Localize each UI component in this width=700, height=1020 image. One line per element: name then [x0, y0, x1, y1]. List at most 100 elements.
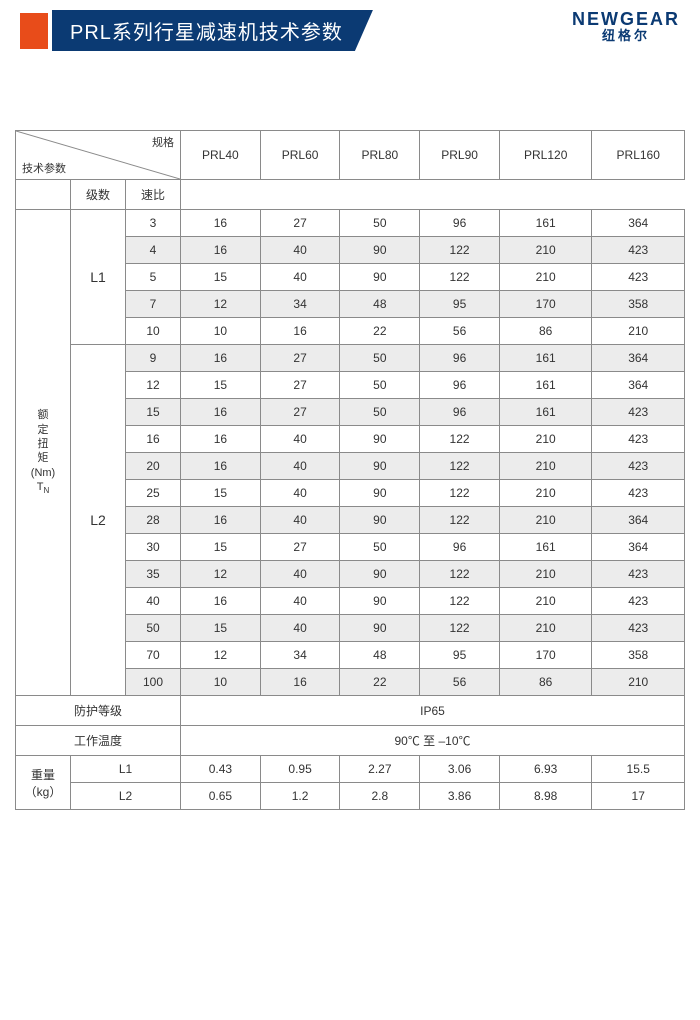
ratio-cell: 12 [126, 372, 181, 399]
data-cell: 170 [499, 291, 592, 318]
protection-value: IP65 [181, 696, 685, 726]
data-cell: 40 [260, 588, 340, 615]
spec-table: 规格 技术参数 PRL40 PRL60 PRL80 PRL90 PRL120 P… [15, 130, 685, 810]
weight-cell: 2.27 [340, 756, 420, 783]
data-cell: 122 [420, 264, 500, 291]
data-cell: 34 [260, 291, 340, 318]
protection-label: 防护等级 [16, 696, 181, 726]
data-cell: 16 [181, 237, 261, 264]
data-cell: 16 [181, 453, 261, 480]
blank-cell [16, 180, 71, 210]
diag-bottom-label: 技术参数 [22, 160, 66, 176]
model-header: PRL40 [181, 131, 261, 180]
data-cell: 90 [340, 264, 420, 291]
data-cell: 90 [340, 561, 420, 588]
weight-cell: 3.06 [420, 756, 500, 783]
weight-cell: 0.65 [181, 783, 261, 810]
weight-cell: 15.5 [592, 756, 685, 783]
data-cell: 12 [181, 642, 261, 669]
accent-bar [20, 13, 48, 49]
data-cell: 34 [260, 642, 340, 669]
diagonal-header: 规格 技术参数 [16, 131, 181, 180]
ratio-cell: 10 [126, 318, 181, 345]
data-cell: 50 [340, 210, 420, 237]
data-cell: 16 [181, 399, 261, 426]
data-cell: 423 [592, 399, 685, 426]
weight-label: 重量（kg） [16, 756, 71, 810]
data-cell: 423 [592, 237, 685, 264]
data-cell: 364 [592, 507, 685, 534]
data-cell: 10 [181, 669, 261, 696]
data-cell: 48 [340, 642, 420, 669]
temp-label: 工作温度 [16, 726, 181, 756]
data-cell: 161 [499, 345, 592, 372]
data-cell: 40 [260, 264, 340, 291]
data-cell: 96 [420, 210, 500, 237]
data-cell: 90 [340, 480, 420, 507]
data-cell: 96 [420, 534, 500, 561]
ratio-cell: 100 [126, 669, 181, 696]
data-cell: 90 [340, 237, 420, 264]
weight-cell: 2.8 [340, 783, 420, 810]
data-cell: 96 [420, 372, 500, 399]
brand-chinese: 纽格尔 [572, 28, 680, 44]
data-cell: 16 [260, 318, 340, 345]
torque-label: 额定扭矩(Nm)TN [16, 210, 71, 696]
data-cell: 95 [420, 291, 500, 318]
data-cell: 40 [260, 480, 340, 507]
ratio-cell: 15 [126, 399, 181, 426]
data-cell: 122 [420, 615, 500, 642]
ratio-cell: 4 [126, 237, 181, 264]
data-cell: 170 [499, 642, 592, 669]
data-cell: 423 [592, 426, 685, 453]
weight-l1-label: L1 [71, 756, 181, 783]
brand-english: NEWGEAR [572, 10, 680, 28]
data-cell: 90 [340, 615, 420, 642]
data-cell: 90 [340, 588, 420, 615]
data-cell: 10 [181, 318, 261, 345]
ratio-cell: 20 [126, 453, 181, 480]
data-cell: 210 [499, 453, 592, 480]
data-cell: 210 [499, 237, 592, 264]
weight-cell: 17 [592, 783, 685, 810]
data-cell: 40 [260, 453, 340, 480]
data-cell: 95 [420, 642, 500, 669]
data-cell: 210 [499, 615, 592, 642]
data-cell: 210 [499, 507, 592, 534]
data-cell: 161 [499, 372, 592, 399]
data-cell: 423 [592, 615, 685, 642]
data-cell: 423 [592, 264, 685, 291]
title-block: PRL系列行星减速机技术参数 [20, 10, 572, 51]
data-cell: 48 [340, 291, 420, 318]
data-cell: 16 [181, 426, 261, 453]
ratio-cell: 70 [126, 642, 181, 669]
ratio-cell: 25 [126, 480, 181, 507]
data-cell: 90 [340, 426, 420, 453]
data-cell: 15 [181, 534, 261, 561]
brand-logo: NEWGEAR 纽格尔 [572, 10, 680, 44]
ratio-cell: 9 [126, 345, 181, 372]
data-cell: 122 [420, 453, 500, 480]
data-cell: 122 [420, 561, 500, 588]
data-cell: 122 [420, 588, 500, 615]
data-cell: 27 [260, 372, 340, 399]
data-cell: 122 [420, 426, 500, 453]
data-cell: 423 [592, 561, 685, 588]
ratio-cell: 16 [126, 426, 181, 453]
data-cell: 12 [181, 291, 261, 318]
sub-header: 速比 [126, 180, 181, 210]
data-cell: 16 [260, 669, 340, 696]
model-header: PRL120 [499, 131, 592, 180]
data-cell: 210 [499, 426, 592, 453]
data-cell: 210 [499, 561, 592, 588]
page-title: PRL系列行星减速机技术参数 [52, 10, 373, 51]
data-cell: 16 [181, 210, 261, 237]
data-cell: 56 [420, 318, 500, 345]
weight-cell: 0.95 [260, 756, 340, 783]
weight-cell: 8.98 [499, 783, 592, 810]
data-cell: 210 [592, 669, 685, 696]
data-cell: 27 [260, 210, 340, 237]
data-cell: 15 [181, 615, 261, 642]
data-cell: 50 [340, 372, 420, 399]
data-cell: 161 [499, 534, 592, 561]
